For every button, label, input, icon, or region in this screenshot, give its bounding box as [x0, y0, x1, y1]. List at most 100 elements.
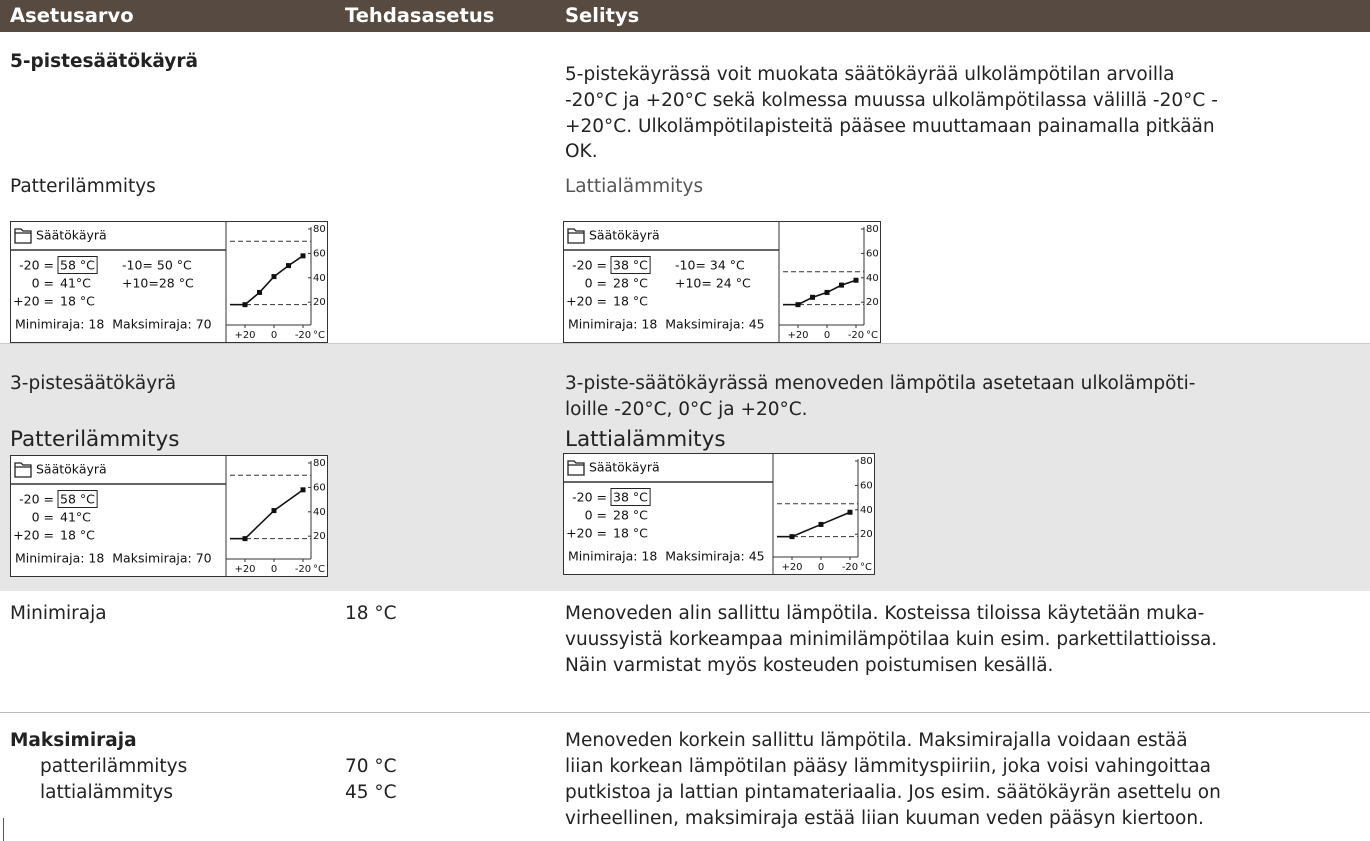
- description: +20°C. Ulkolämpötilapisteitä pääsee muut…: [565, 114, 1215, 140]
- curve-point: [796, 302, 801, 307]
- setpoint-label: +20 =: [566, 294, 607, 309]
- column-header: Tehdasasetus: [345, 3, 494, 29]
- subheading: Lattialämmitys: [565, 427, 726, 453]
- setpoint-value: 28 °C: [613, 276, 648, 291]
- setting: Minimiraja: [10, 601, 107, 627]
- curve-point: [839, 283, 844, 288]
- curve-point: [819, 522, 824, 527]
- setpoint-label: 0 =: [585, 276, 607, 291]
- curve-point: [286, 263, 291, 268]
- description: 5-pistekäyrässä voit muokata säätökäyrää…: [565, 62, 1174, 88]
- row-divider: [0, 712, 1370, 713]
- setting: Maksimiraja: [10, 728, 137, 754]
- limits: Minimiraja: 18 Maksimiraja: 45: [568, 317, 765, 332]
- x-tick-label: -20: [295, 330, 311, 341]
- setpoint-value: 41°C: [60, 276, 91, 291]
- y-tick-label: 40: [313, 273, 326, 284]
- setpoint-value: 18 °C: [60, 528, 95, 543]
- device-screen: Säätökäyrä-20 =38 °C0 =28 °C+20 =18 °CMi…: [563, 453, 875, 575]
- setpoint-label: 0 =: [32, 276, 54, 291]
- limits: Minimiraja: 18 Maksimiraja: 70: [15, 551, 212, 566]
- description: 3-piste-säätökäyrässä menoveden lämpötil…: [565, 371, 1195, 397]
- header-bar: [0, 0, 1370, 32]
- screen-title: Säätökäyrä: [589, 228, 660, 243]
- curve-point: [257, 290, 262, 295]
- y-tick-label: 60: [313, 248, 326, 259]
- screen-title: Säätökäyrä: [36, 462, 107, 477]
- subsetting: lattialämmitys: [40, 780, 173, 806]
- unit-label: °C: [866, 330, 878, 341]
- page: Asetusarvo Tehdasasetus Selitys 5-pistes…: [0, 0, 1370, 841]
- curve-point: [790, 534, 795, 539]
- setpoint-extra: -10= 50 °C: [122, 258, 192, 273]
- border: [3, 818, 4, 841]
- subheading: Patterilämmitys: [10, 427, 179, 453]
- y-tick-label: 80: [866, 224, 879, 235]
- y-tick-label: 40: [860, 505, 873, 516]
- setting: 3-pistesäätökäyrä: [10, 371, 176, 397]
- subheading: Lattialämmitys: [565, 174, 703, 200]
- x-tick-label: -20: [848, 330, 864, 341]
- y-tick-label: 40: [313, 507, 326, 518]
- curve-point: [848, 510, 853, 515]
- curve-point: [301, 487, 306, 492]
- curve-point: [825, 290, 830, 295]
- curve-point: [272, 274, 277, 279]
- y-tick-label: 60: [866, 248, 879, 259]
- column-header: Selitys: [565, 3, 639, 29]
- default-value: 18 °C: [345, 601, 397, 627]
- y-tick-label: 20: [860, 529, 873, 540]
- x-tick-label: 0: [271, 330, 277, 341]
- description: vuussyistä korkeampaa minimilämpötilaa k…: [565, 627, 1217, 653]
- device-screen: Säätökäyrä -20 = 58 °C -10= 50 °C 0 = 41°C +10…: [10, 221, 328, 343]
- x-tick-label: +20: [781, 562, 802, 573]
- x-tick-label: +20: [234, 330, 255, 341]
- setpoint-label: 0 =: [585, 508, 607, 523]
- setpoint-value: 28 °C: [613, 508, 648, 523]
- x-tick-label: -20: [842, 562, 858, 573]
- description: virheellinen, maksimiraja estää liian ku…: [565, 806, 1204, 832]
- description: -20°C ja +20°C sekä kolmessa muussa ulko…: [565, 88, 1218, 114]
- description: putkistoa ja lattian pintamateriaalia. J…: [565, 780, 1221, 806]
- description: Näin varmistat myös kosteuden poistumise…: [565, 653, 1053, 679]
- unit-label: °C: [860, 562, 872, 573]
- y-tick-label: 80: [313, 224, 326, 235]
- setpoint-label: -20 =: [19, 492, 54, 507]
- setting: 5-pistesäätökäyrä: [10, 49, 198, 75]
- y-tick-label: 20: [866, 297, 879, 308]
- setpoint-label: +20 =: [13, 528, 54, 543]
- default-value: 45 °C: [345, 780, 397, 806]
- setpoint-extra: -10= 34 °C: [675, 258, 745, 273]
- setpoint-label: -20 =: [572, 258, 607, 273]
- setpoint-label: -20 =: [572, 490, 607, 505]
- unit-label: °C: [313, 330, 325, 341]
- setpoint-label: 0 =: [32, 510, 54, 525]
- device-screen: Säätökäyrä-20 =58 °C0 =41°C+20 =18 °CMin…: [10, 455, 328, 577]
- device-screen: Säätökäyrä-20 =38 °C-10= 34 °C0 =28 °C+1…: [563, 221, 881, 343]
- x-tick-label: +20: [234, 564, 255, 575]
- y-tick-label: 40: [866, 273, 879, 284]
- setpoint-value: 18 °C: [60, 294, 95, 309]
- curve-point: [243, 536, 248, 541]
- y-tick-label: 80: [313, 458, 326, 469]
- screen-title: Säätökäyrä: [589, 460, 660, 475]
- x-tick-label: +20: [787, 330, 808, 341]
- curve-point: [301, 253, 306, 258]
- setpoint-value: 58 °C: [60, 492, 95, 507]
- setpoint-extra: +10= 24 °C: [675, 276, 751, 291]
- setpoint-value: 18 °C: [613, 294, 648, 309]
- x-tick-label: -20: [295, 564, 311, 575]
- subheading: Patterilämmitys: [10, 174, 156, 200]
- setpoint-value: 58 °C: [60, 258, 95, 273]
- x-tick-label: 0: [271, 564, 277, 575]
- screen-title: Säätökäyrä: [36, 228, 107, 243]
- default-value: 70 °C: [345, 754, 397, 780]
- setpoint-extra: +10=28 °C: [122, 276, 194, 291]
- curve-point: [854, 278, 859, 283]
- limits: Minimiraja: 18 Maksimiraja: 45: [568, 549, 765, 564]
- description: loille -20°C, 0°C ja +20°C.: [565, 397, 808, 423]
- y-tick-label: 60: [313, 482, 326, 493]
- curve-point: [810, 295, 815, 300]
- x-tick-label: 0: [818, 562, 824, 573]
- setpoint-label: -20 =: [19, 258, 54, 273]
